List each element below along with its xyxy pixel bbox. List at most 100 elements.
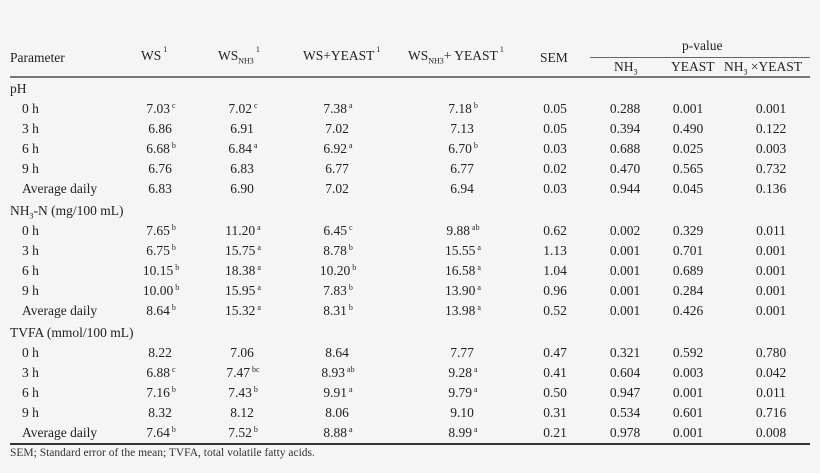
cell-p-nh3: 0.001 <box>609 263 641 278</box>
cell-p-yeast: 0.329 <box>672 223 704 238</box>
cell-ws-nh3: 6.90 <box>230 181 254 196</box>
table-row: 0 h 7.65 b 11.20 a 6.45 c 9.88 ab 0.62 0.002 0.329 0… <box>10 221 810 241</box>
row-label: Average daily <box>22 303 98 318</box>
table-row: Average daily 8.64 b 15.32 a 8.31 b 13.98 a 0.52 0… <box>10 301 810 321</box>
cell-ws-yeast: 9.91 a <box>323 385 353 400</box>
significance-letter: a <box>257 243 261 252</box>
cell-ws-yeast: 7.02 <box>325 121 349 136</box>
header-ws: WS 1 <box>141 45 168 63</box>
header-parameter: Parameter <box>10 50 65 65</box>
cell-p-nh3: 0.688 <box>609 141 641 156</box>
significance-letter: c <box>254 101 258 110</box>
row-label: 6 h <box>22 263 39 278</box>
cell-ws-nh3: 15.95 a <box>225 283 261 298</box>
cell-p-yeast: 0.001 <box>672 425 704 440</box>
cell-p-yeast: 0.592 <box>672 345 704 360</box>
header-p-nh3: NH3 <box>614 59 638 77</box>
cell-ws-yeast: 6.45 c <box>323 223 353 238</box>
cell-ws: 6.83 <box>148 181 172 196</box>
cell-ws: 7.16 b <box>146 385 176 400</box>
header-rule <box>10 76 810 78</box>
significance-letter: a <box>477 303 481 312</box>
cell-ws-nh3: 7.43 b <box>228 385 258 400</box>
cell-p-nh3: 0.321 <box>609 345 641 360</box>
cell-ws: 6.68 b <box>146 141 176 156</box>
table-row: 3 h 6.88 c 7.47 bc 8.93 ab 9.28 a 0.41 0.604 0.003 0… <box>10 363 810 383</box>
section-title-ph: pH <box>10 81 27 96</box>
cell-p-interaction: 0.732 <box>755 161 787 176</box>
cell-ws-nh3-yeast: 13.90 a <box>445 283 481 298</box>
pvalue-divider <box>590 57 810 58</box>
significance-letter: a <box>349 101 353 110</box>
cell-p-nh3: 0.944 <box>609 181 641 196</box>
cell-ws-nh3-yeast: 8.99 a <box>448 425 478 440</box>
cell-p-nh3: 0.947 <box>609 385 641 400</box>
cell-sem: 0.50 <box>543 385 567 400</box>
cell-ws: 6.76 <box>148 161 172 176</box>
table-row: 9 h 8.32 8.12 8.06 9.10 0.31 0.534 0.601 0.716 <box>10 403 810 423</box>
cell-ws-nh3: 11.20 a <box>225 223 261 238</box>
cell-p-yeast: 0.689 <box>672 263 704 278</box>
significance-letter: a <box>474 385 478 394</box>
row-label: 0 h <box>22 345 39 360</box>
cell-p-yeast: 0.001 <box>672 101 704 116</box>
table-row: 3 h 6.86 6.91 7.02 7.13 0.05 0.394 0.490 0.122 <box>10 119 810 139</box>
row-label: 0 h <box>22 223 39 238</box>
significance-letter: a <box>477 283 481 292</box>
table-row: 6 h 6.68 b 6.84 a 6.92 a 6.70 b 0.03 0.688 0.025 0.0… <box>10 139 810 159</box>
cell-ws-yeast: 8.93 ab <box>321 365 355 380</box>
cell-p-nh3: 0.604 <box>609 365 641 380</box>
row-label: Average daily <box>22 425 98 440</box>
cell-ws-nh3: 6.84 a <box>228 141 258 156</box>
row-label: 9 h <box>22 161 39 176</box>
cell-sem: 0.62 <box>543 223 567 238</box>
significance-letter: a <box>474 365 478 374</box>
cell-sem: 1.13 <box>543 243 567 258</box>
cell-sem: 1.04 <box>543 263 567 278</box>
cell-p-yeast: 0.701 <box>672 243 704 258</box>
significance-letter: a <box>254 141 258 150</box>
table-row: Average daily 7.64 b 7.52 b 8.88 a 8.99 a 0.21 0.9… <box>10 423 810 443</box>
row-label: 0 h <box>22 101 39 116</box>
cell-ws: 7.65 b <box>146 223 176 238</box>
cell-ws: 8.32 <box>148 405 172 420</box>
row-label: 3 h <box>22 365 39 380</box>
cell-ws: 7.03 c <box>146 101 176 116</box>
significance-letter: a <box>349 425 353 434</box>
cell-p-nh3: 0.394 <box>609 121 641 136</box>
significance-letter: c <box>349 223 353 232</box>
cell-ws-nh3-yeast: 7.13 <box>450 121 474 136</box>
cell-p-interaction: 0.122 <box>755 121 787 136</box>
header-p-yeast: YEAST <box>671 59 715 74</box>
cell-p-yeast: 0.565 <box>672 161 704 176</box>
cell-ws-yeast: 7.83 b <box>323 283 353 298</box>
cell-ws: 10.00 b <box>142 283 180 298</box>
cell-p-yeast: 0.284 <box>672 283 704 298</box>
header-pvalue-group: p-value <box>682 38 723 53</box>
bottom-rule <box>10 443 810 445</box>
cell-ws-nh3: 15.75 a <box>225 243 261 258</box>
cell-p-nh3: 0.288 <box>609 101 641 116</box>
header-ws-nh3-yeast: WSNH3+ YEAST 1 <box>408 45 504 66</box>
cell-ws: 7.64 b <box>146 425 176 440</box>
significance-letter: a <box>477 263 481 272</box>
cell-sem: 0.41 <box>543 365 567 380</box>
cell-p-nh3: 0.001 <box>609 243 641 258</box>
cell-ws-nh3: 18.38 a <box>225 263 261 278</box>
cell-p-yeast: 0.426 <box>672 303 704 318</box>
cell-ws-yeast: 10.20 b <box>319 263 357 278</box>
significance-letter: a <box>257 223 261 232</box>
cell-ws-nh3: 7.06 <box>230 345 254 360</box>
cell-ws-nh3-yeast: 6.70 b <box>448 141 478 156</box>
cell-ws-nh3-yeast: 13.98 a <box>445 303 481 318</box>
row-label: 9 h <box>22 283 39 298</box>
cell-sem: 0.31 <box>543 405 567 420</box>
cell-p-interaction: 0.780 <box>755 345 787 360</box>
cell-sem: 0.03 <box>543 141 567 156</box>
cell-p-nh3: 0.001 <box>609 283 641 298</box>
cell-ws: 6.86 <box>148 121 172 136</box>
cell-p-interaction: 0.001 <box>755 101 787 116</box>
significance-letter: a <box>349 141 353 150</box>
table-header: Parameter WS 1 WSNH31 WS+YEAST 1 WSNH3+ YE… <box>10 0 810 78</box>
cell-p-interaction: 0.011 <box>756 385 786 400</box>
